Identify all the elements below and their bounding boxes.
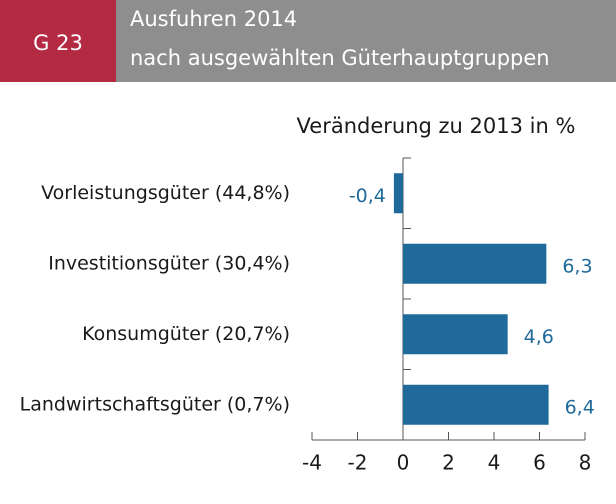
- label-box: [0, 0, 116, 82]
- value-label: 4,6: [524, 326, 554, 348]
- y-tick-label: Konsumgüter (20,7%): [82, 323, 290, 345]
- x-tick-label: 6: [533, 451, 546, 475]
- y-tick-label: Investitionsgüter (30,4%): [48, 252, 290, 274]
- y-tick-label: Landwirtschaftsgüter (0,7%): [20, 393, 290, 415]
- x-tick-label: 4: [488, 451, 501, 475]
- bar: [403, 314, 508, 355]
- x-tick-label: 8: [579, 451, 592, 475]
- x-tick-label: -4: [302, 451, 322, 475]
- chart-label: G 23: [33, 31, 83, 55]
- chart-subtitle: Veränderung zu 2013 in %: [297, 114, 576, 138]
- chart-title: Ausfuhren 2014: [130, 7, 297, 31]
- y-tick-label: Vorleistungsgüter (44,8%): [41, 182, 290, 204]
- value-label: 6,3: [562, 255, 592, 277]
- chart-title: nach ausgewählten Güterhauptgruppen: [130, 46, 550, 70]
- x-tick-label: -2: [348, 451, 368, 475]
- value-label: -0,4: [349, 185, 386, 207]
- bar: [393, 173, 403, 214]
- value-label: 6,4: [565, 396, 595, 418]
- title-box: [116, 0, 616, 82]
- x-tick-label: 2: [442, 451, 455, 475]
- x-tick-label: 0: [397, 451, 410, 475]
- bar: [403, 384, 549, 425]
- bar: [403, 243, 547, 284]
